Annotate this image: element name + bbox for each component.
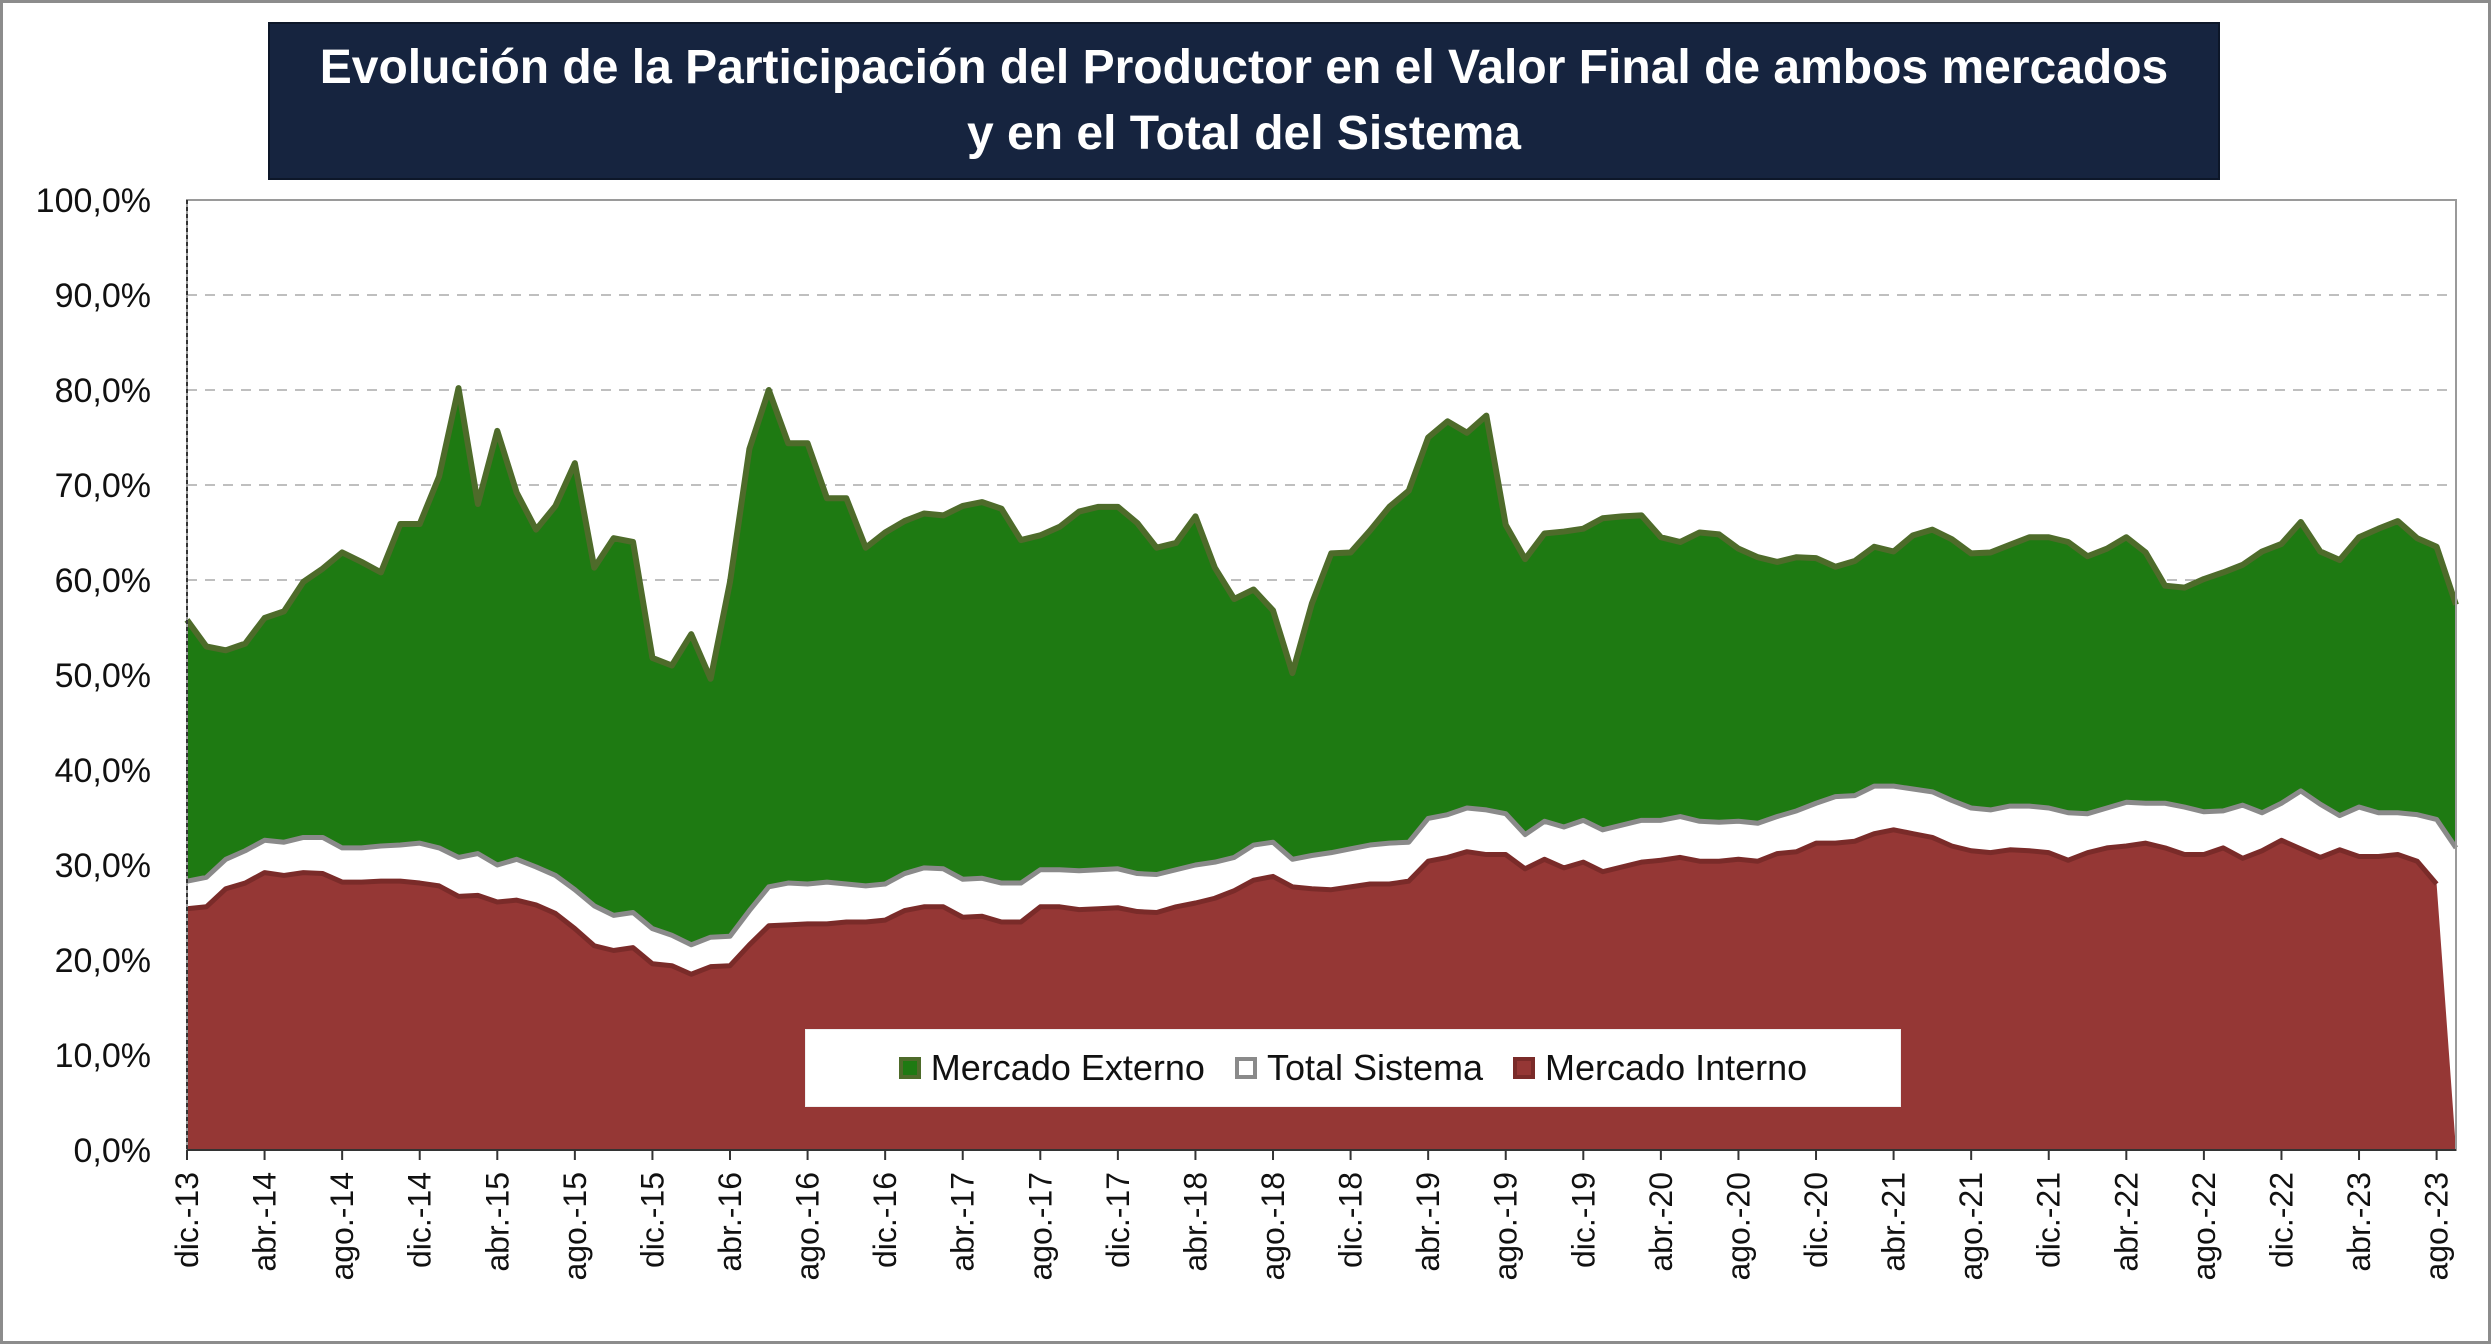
x-tick-label: dic.-18: [1333, 1172, 1369, 1268]
x-tick-label: abr.-19: [1410, 1172, 1446, 1272]
x-tick-label: ago.-22: [2186, 1172, 2222, 1281]
x-tick-label: abr.-22: [2108, 1172, 2144, 1272]
y-tick-label: 60,0%: [55, 562, 151, 600]
x-tick-label: abr.-16: [712, 1172, 748, 1272]
line-total-sistema: [186, 783, 2459, 948]
legend-item-total-sistema: Total Sistema: [1234, 1047, 1484, 1089]
chart-legend: Mercado Externo Total Sistema Mercado In…: [806, 1030, 1900, 1106]
legend-label-mercado-interno: Mercado Interno: [1545, 1047, 1808, 1088]
y-tick-label: 80,0%: [55, 372, 151, 410]
x-tick-label: abr.-20: [1643, 1172, 1679, 1272]
line-mercado-interno: [186, 827, 2439, 977]
chart-title-line-2: y en el Total del Sistema: [967, 107, 1521, 160]
y-tick-label: 100,0%: [36, 182, 151, 220]
x-tick-label: abr.-18: [1177, 1172, 1213, 1272]
x-tick-label: dic.-15: [634, 1172, 670, 1268]
y-tick-label: 50,0%: [55, 657, 151, 695]
legend-label-total-sistema: Total Sistema: [1266, 1047, 1484, 1088]
x-tick-label: ago.-14: [324, 1172, 360, 1281]
x-tick-label: dic.-21: [2031, 1172, 2067, 1268]
y-tick-label: 70,0%: [55, 467, 151, 505]
x-tick-label: abr.-17: [945, 1172, 981, 1272]
y-tick-label: 0,0%: [74, 1132, 152, 1170]
x-tick-label: ago.-23: [2419, 1172, 2455, 1281]
line-mercado-externo: [184, 385, 2459, 682]
x-tick-label: ago.-19: [1488, 1172, 1524, 1281]
x-tick-label: dic.-22: [2263, 1172, 2299, 1268]
chart-title-box: Evolución de la Participación del Produc…: [268, 22, 2220, 180]
legend-swatch-mercado-interno: [1513, 1057, 1536, 1079]
legend-item-mercado-interno: Mercado Interno: [1513, 1047, 1807, 1089]
y-tick-label: 40,0%: [55, 752, 151, 790]
x-tick-label: ago.-21: [1953, 1172, 1989, 1281]
x-tick-label: dic.-13: [169, 1172, 205, 1268]
x-tick-label: ago.-18: [1255, 1172, 1291, 1281]
y-tick-label: 90,0%: [55, 277, 151, 315]
legend-item-mercado-externo: Mercado Externo: [898, 1047, 1205, 1089]
legend-swatch-total-sistema: [1234, 1057, 1257, 1079]
x-tick-label: dic.-14: [402, 1172, 438, 1268]
x-tick-label: dic.-20: [1798, 1172, 1834, 1268]
x-tick-label: ago.-16: [790, 1172, 826, 1281]
legend-label-mercado-externo: Mercado Externo: [930, 1047, 1205, 1088]
x-tick-label: dic.-17: [1100, 1172, 1136, 1268]
x-tick-label: abr.-14: [247, 1172, 283, 1272]
x-tick-label: dic.-16: [867, 1172, 903, 1268]
x-tick-label: ago.-20: [1720, 1172, 1756, 1281]
y-tick-label: 20,0%: [55, 942, 151, 980]
x-tick-label: abr.-23: [2341, 1172, 2377, 1272]
x-tick-label: dic.-19: [1565, 1172, 1601, 1268]
y-tick-label: 30,0%: [55, 847, 151, 885]
y-tick-label: 10,0%: [55, 1037, 151, 1075]
chart-title-line-1: Evolución de la Participación del Produc…: [319, 41, 2169, 94]
x-tick-label: ago.-17: [1022, 1172, 1058, 1281]
x-tick-label: abr.-21: [1876, 1172, 1912, 1272]
x-tick-label: abr.-15: [479, 1172, 515, 1272]
legend-swatch-mercado-externo: [898, 1057, 921, 1079]
x-tick-label: ago.-15: [557, 1172, 593, 1281]
